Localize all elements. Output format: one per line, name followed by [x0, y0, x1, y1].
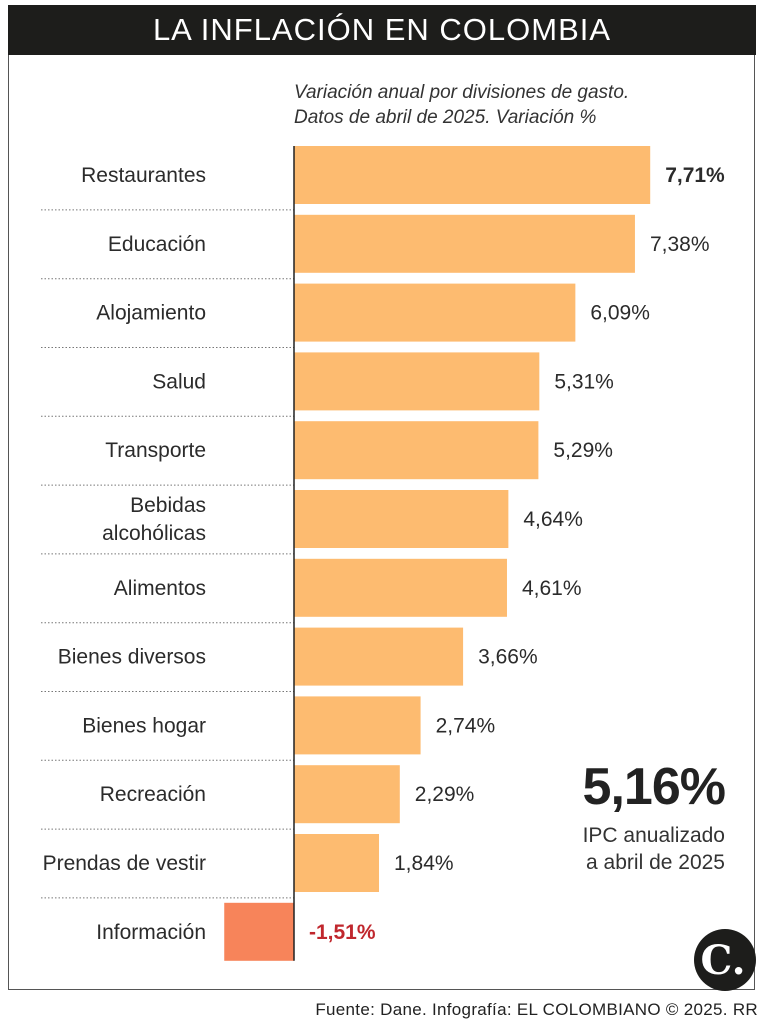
category-label: Transporte — [105, 439, 206, 462]
value-label: 7,71% — [665, 164, 725, 187]
value-label: 6,09% — [590, 302, 650, 325]
bar — [294, 558, 507, 617]
ipc-caption-line-1: IPC anualizado — [582, 824, 725, 847]
bar — [294, 834, 380, 892]
chart-subtitle: Variación anual por divisiones de gasto.… — [294, 80, 714, 130]
value-label: -1,51% — [309, 921, 376, 944]
chart-header: LA INFLACIÓN EN COLOMBIA — [8, 5, 756, 55]
bar — [294, 627, 464, 686]
bar — [294, 146, 651, 204]
value-label: 2,29% — [415, 783, 475, 806]
value-label: 1,84% — [394, 852, 454, 875]
logo-mark: C. — [700, 937, 745, 984]
value-label: 4,61% — [522, 577, 582, 600]
subtitle-line-1: Variación anual por divisiones de gasto. — [294, 82, 630, 103]
chart-title: LA INFLACIÓN EN COLOMBIA — [152, 12, 612, 47]
category-label: Alimentos — [114, 577, 206, 600]
category-label: Alojamiento — [96, 302, 206, 325]
category-label: Prendas de vestir — [43, 852, 206, 875]
ipc-value: 5,16% — [582, 758, 726, 816]
bar — [294, 214, 635, 273]
category-label: Recreación — [100, 783, 206, 806]
logo-letter: C. — [700, 937, 745, 984]
bar — [294, 283, 576, 342]
bar — [294, 421, 539, 480]
source-credit: Fuente: Dane. Infografía: EL COLOMBIANO … — [315, 1000, 758, 1019]
ipc-caption: IPC anualizado a abril de 2025 — [505, 822, 725, 876]
subtitle-line-2: Datos de abril de 2025. Variación % — [294, 107, 597, 128]
category-label: Información — [96, 921, 206, 944]
category-label: Salud — [152, 370, 206, 393]
value-label: 7,38% — [650, 233, 710, 256]
bar — [294, 765, 400, 824]
category-label: Restaurantes — [81, 164, 206, 187]
chart-frame — [8, 55, 755, 990]
bar — [224, 902, 294, 961]
category-label: Bienes hogar — [82, 714, 206, 737]
category-label: Educación — [108, 233, 206, 256]
bar — [294, 352, 540, 411]
ipc-caption-line-2: a abril de 2025 — [586, 851, 725, 874]
value-label: 3,66% — [478, 646, 538, 669]
el-colombiano-logo: C. — [694, 929, 756, 991]
bar — [294, 696, 421, 755]
category-label: Bienes diversos — [58, 646, 206, 669]
value-label: 5,31% — [554, 370, 614, 393]
bar — [294, 490, 509, 548]
value-label: 2,74% — [436, 714, 496, 737]
value-label: 4,64% — [523, 508, 583, 531]
category-label: Bebidas alcohólicas — [102, 494, 206, 545]
value-label: 5,29% — [553, 439, 613, 462]
